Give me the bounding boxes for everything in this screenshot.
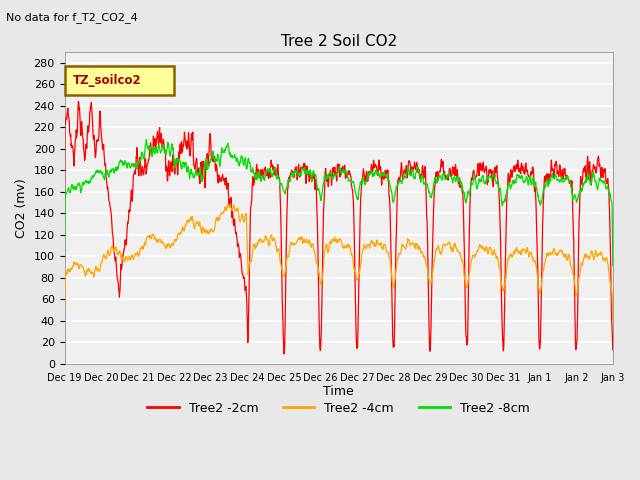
Title: Tree 2 Soil CO2: Tree 2 Soil CO2 — [280, 34, 397, 49]
Text: No data for f_T2_CO2_4: No data for f_T2_CO2_4 — [6, 12, 138, 23]
FancyBboxPatch shape — [65, 66, 174, 96]
Legend: Tree2 -2cm, Tree2 -4cm, Tree2 -8cm: Tree2 -2cm, Tree2 -4cm, Tree2 -8cm — [142, 397, 535, 420]
Y-axis label: CO2 (mv): CO2 (mv) — [15, 178, 28, 238]
Text: TZ_soilco2: TZ_soilco2 — [73, 74, 141, 87]
X-axis label: Time: Time — [323, 385, 354, 398]
